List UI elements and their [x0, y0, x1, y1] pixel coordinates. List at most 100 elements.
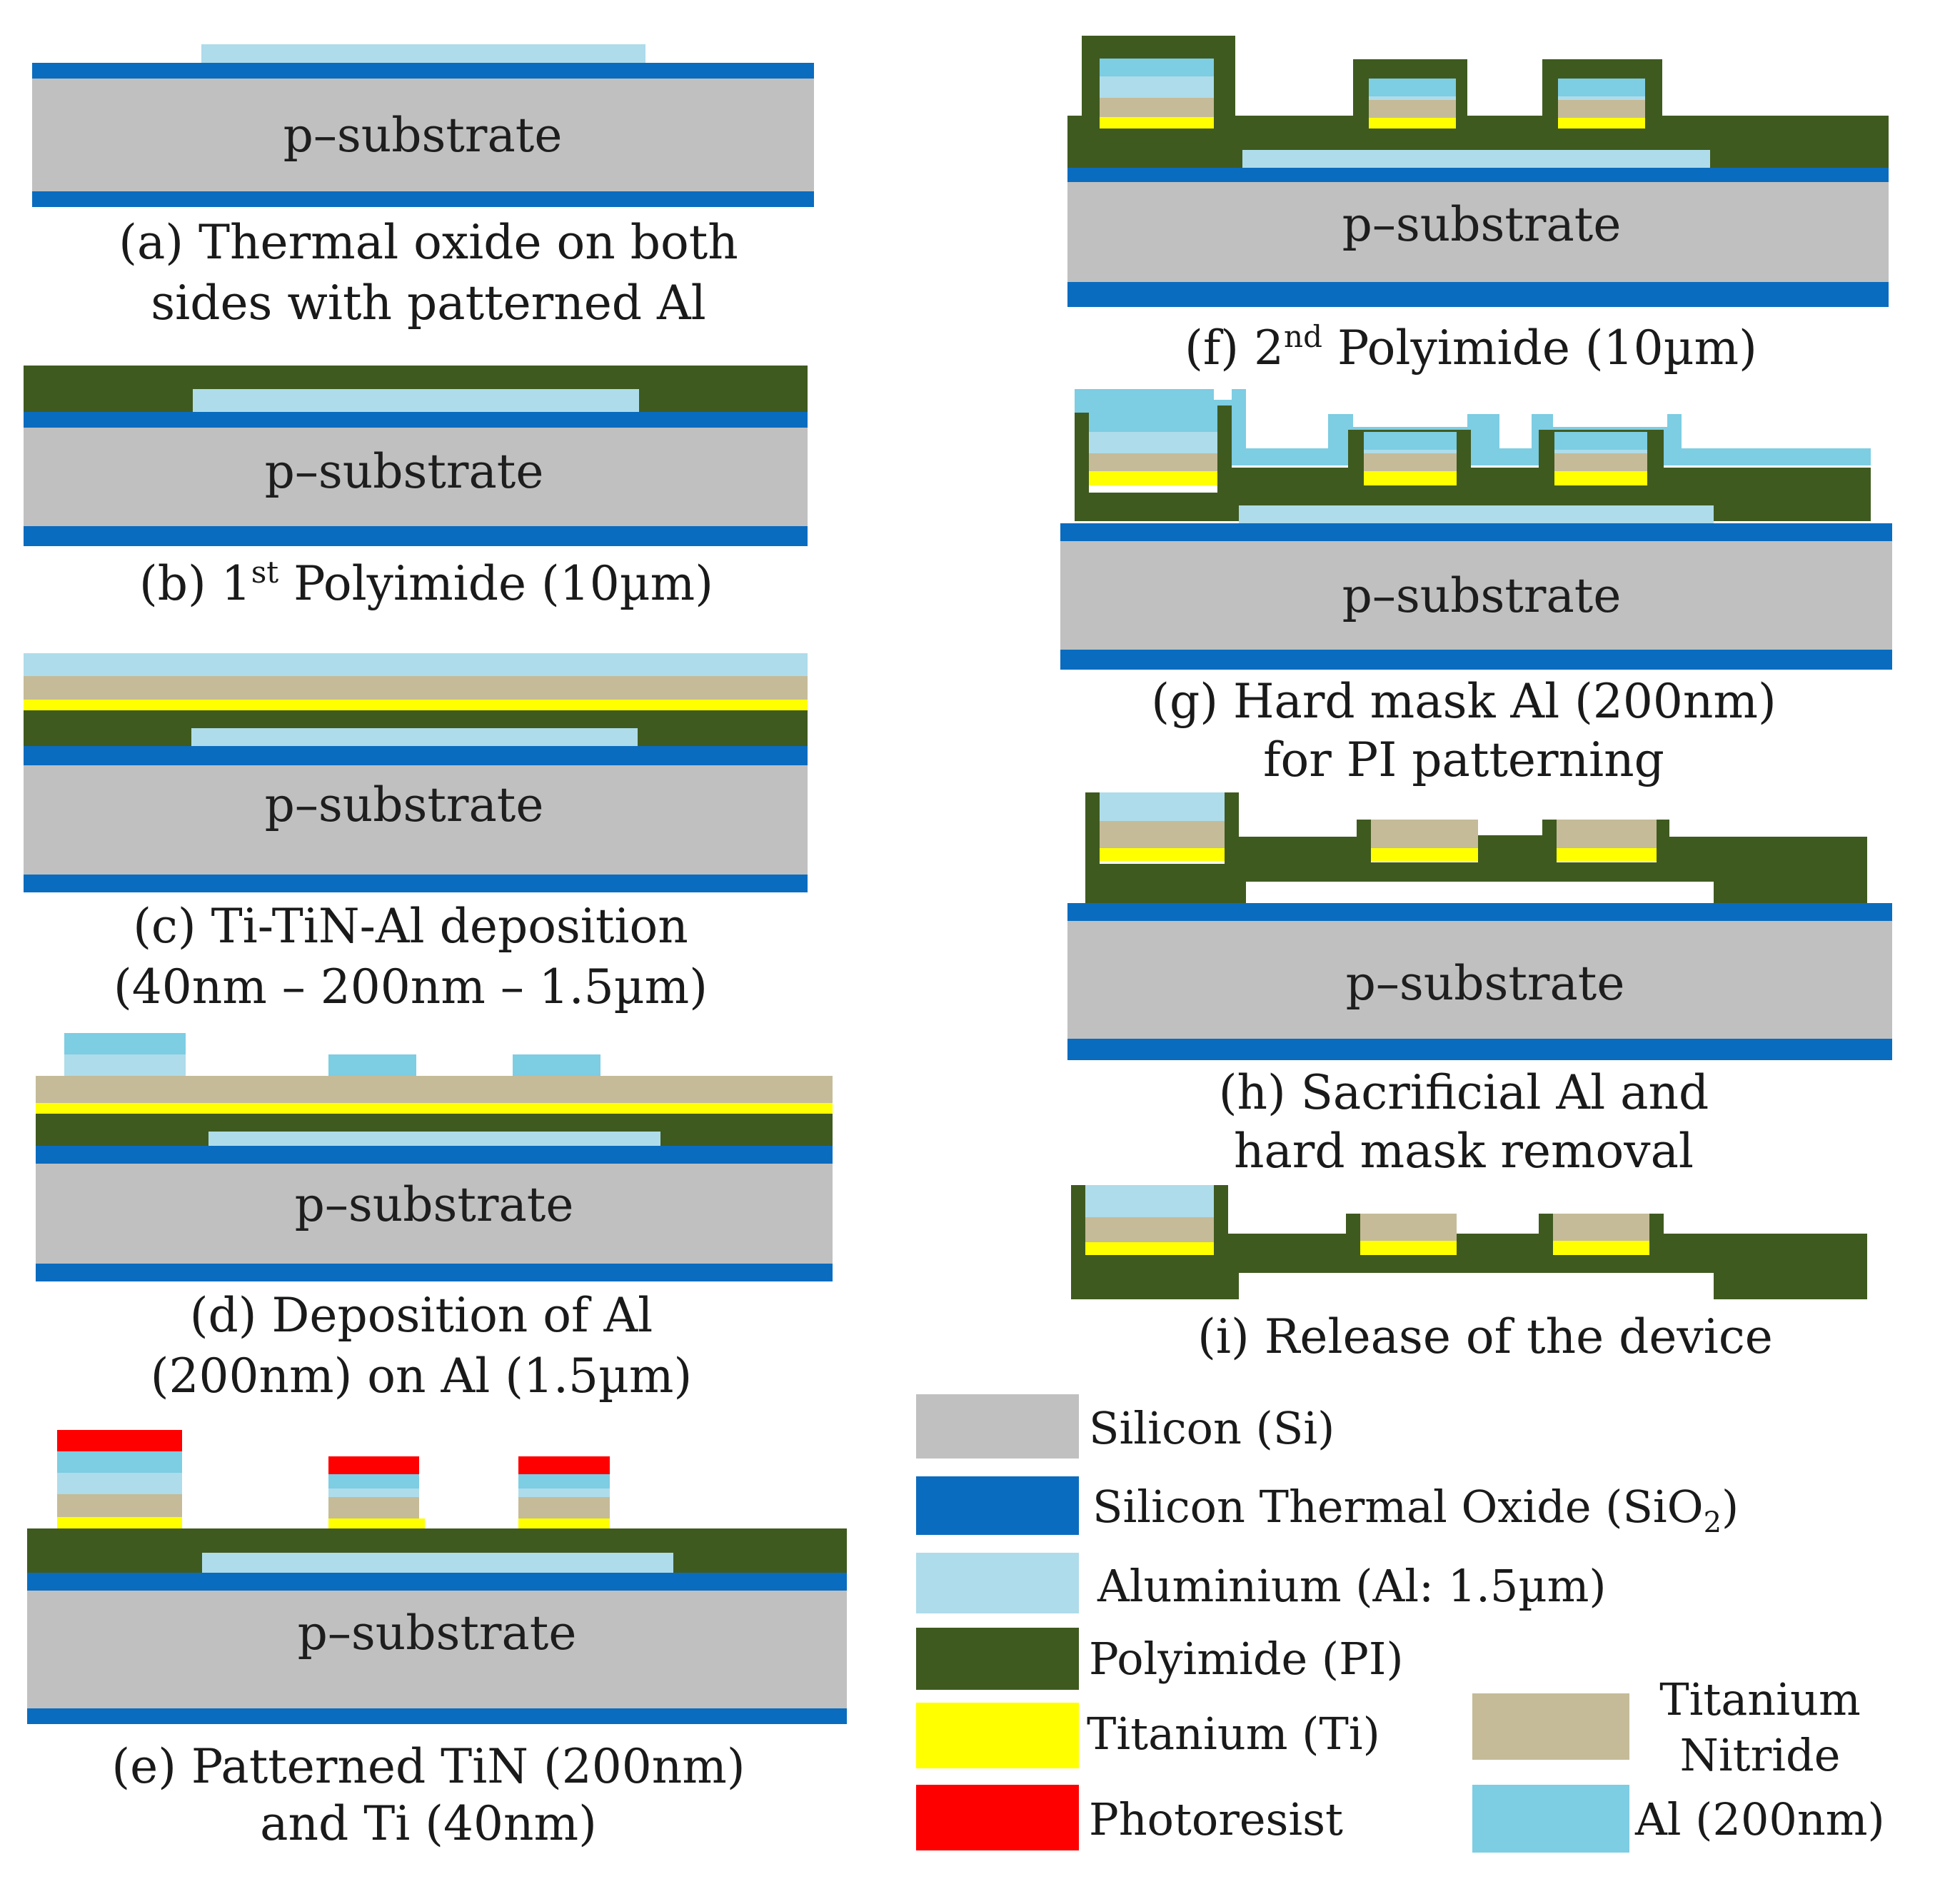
- step-i-caption: (i) Release of the device: [1197, 1309, 1773, 1364]
- legend-label-photoresist: Photoresist: [1089, 1793, 1343, 1845]
- aluminium-layer: [24, 653, 808, 676]
- aluminium-layer: [1554, 450, 1647, 453]
- titanium-nitride-layer: [1558, 100, 1645, 118]
- substrate-label: p–substrate: [1342, 568, 1622, 623]
- silicon-substrate: [1060, 541, 1892, 650]
- aluminium-layer: [328, 1488, 419, 1497]
- titanium-nitride-layer: [1100, 821, 1225, 848]
- polyimide-layer: [1067, 36, 1889, 168]
- polyimide-layer: [1085, 792, 1867, 903]
- aluminium-layer: [1100, 76, 1214, 98]
- legend-swatch-titanium-nitride: [1472, 1693, 1629, 1760]
- legend-label-silicon: Silicon (Si): [1089, 1402, 1335, 1454]
- titanium-layer: [518, 1518, 610, 1528]
- oxide-bottom: [32, 191, 814, 207]
- titanium-layer: [1554, 471, 1647, 485]
- step-c-caption-line-1: (c) Ti-TiN-Al deposition: [133, 899, 688, 954]
- silicon-substrate: [24, 428, 808, 526]
- titanium-nitride-layer: [1554, 453, 1647, 471]
- oxide-bottom: [1067, 1039, 1892, 1060]
- hard-mask-al-layer: [1075, 389, 1871, 465]
- oxide-bottom: [24, 526, 808, 546]
- oxide-top: [1060, 523, 1892, 541]
- titanium-nitride-layer: [57, 1494, 182, 1517]
- step-g-caption-line-2: for PI patterning: [1263, 732, 1664, 787]
- titanium-nitride-layer: [518, 1497, 610, 1518]
- titanium-layer: [1100, 117, 1214, 129]
- aluminium-layer: [1089, 432, 1217, 453]
- oxide-bottom: [27, 1708, 847, 1724]
- oxide-top: [1067, 903, 1892, 921]
- aluminium-layer: [1085, 1185, 1214, 1217]
- step-f-caption: (f) 2nd Polyimide (10µm): [1185, 319, 1757, 376]
- photoresist-layer: [57, 1430, 182, 1451]
- titanium-layer: [1369, 118, 1456, 129]
- silicon-substrate: [1067, 921, 1892, 1039]
- oxide-top: [24, 746, 808, 765]
- step-a-caption-line-1: (a) Thermal oxide on both: [119, 215, 738, 270]
- oxide-bottom: [1067, 282, 1889, 307]
- titanium-nitride-layer: [1100, 98, 1214, 117]
- step-i-cross-section: [1071, 1185, 1867, 1299]
- step-f-cross-section: p–substrate: [1067, 36, 1889, 307]
- oxide-bottom: [36, 1264, 833, 1281]
- substrate-label: p–substrate: [283, 108, 563, 163]
- silicon-substrate: [36, 1164, 833, 1264]
- oxide-bottom: [24, 875, 808, 892]
- titanium-layer: [1100, 848, 1225, 861]
- titanium-nitride-layer: [1371, 820, 1478, 848]
- legend-label-titanium: Titanium (Ti): [1087, 1708, 1380, 1760]
- legend: Silicon (Si) Silicon Thermal Oxide (SiO2…: [916, 1394, 1885, 1853]
- photoresist-layer: [328, 1456, 419, 1474]
- step-a-cross-section: p–substrate: [32, 44, 814, 207]
- al-thin-layer: [1369, 79, 1456, 96]
- legend-label-polyimide: Polyimide (PI): [1089, 1633, 1404, 1685]
- step-h-cross-section: p–substrate: [1067, 792, 1892, 1060]
- titanium-layer: [1553, 1241, 1649, 1255]
- substrate-label: p–substrate: [295, 1177, 574, 1232]
- legend-swatch-photoresist: [916, 1785, 1079, 1850]
- titanium-layer: [1364, 471, 1457, 485]
- substrate-label: p–substrate: [265, 777, 544, 832]
- aluminium-sacrificial: [191, 728, 638, 746]
- legend-swatch-oxide: [916, 1476, 1079, 1535]
- titanium-nitride-layer: [1364, 453, 1457, 471]
- al-thin-layer: [1100, 59, 1214, 76]
- oxide-top: [27, 1573, 847, 1591]
- step-c-caption-line-2: (40nm – 200nm – 1.5µm): [114, 959, 708, 1014]
- oxide-bottom: [1060, 650, 1892, 670]
- aluminium-layer: [518, 1488, 610, 1497]
- al-thin-layer: [1554, 432, 1647, 450]
- substrate-label: p–substrate: [265, 444, 544, 499]
- aluminium-pad: [64, 1054, 186, 1076]
- oxide-top: [32, 63, 814, 79]
- silicon-substrate: [27, 1591, 847, 1708]
- photoresist-layer: [518, 1456, 610, 1474]
- step-b-cross-section: p–substrate: [24, 366, 808, 546]
- titanium-nitride-layer: [36, 1076, 833, 1103]
- aluminium-layer: [193, 389, 639, 412]
- al-thin-layer: [1089, 414, 1217, 432]
- step-d-caption-line-2: (200nm) on Al (1.5µm): [151, 1349, 692, 1404]
- titanium-nitride-layer: [1557, 820, 1657, 848]
- titanium-layer: [57, 1517, 182, 1528]
- substrate-label: p–substrate: [1346, 956, 1625, 1011]
- polyimide-layer: [1075, 405, 1871, 521]
- al-thin-pad: [328, 1054, 416, 1076]
- step-h-caption-line-2: hard mask removal: [1234, 1124, 1694, 1179]
- titanium-nitride-layer: [1553, 1214, 1649, 1241]
- al-thin-pad: [513, 1054, 600, 1076]
- legend-label-titanium-nitride-line-1: Titanium: [1659, 1673, 1861, 1726]
- silicon-substrate: [32, 79, 814, 191]
- legend-label-al-thin: Al (200nm): [1634, 1793, 1885, 1845]
- titanium-nitride-layer: [1369, 100, 1456, 118]
- aluminium-sacrificial: [202, 1553, 673, 1573]
- aluminium-layer: [1364, 450, 1457, 453]
- titanium-nitride-layer: [24, 676, 808, 700]
- step-d-cross-section: p–substrate: [36, 1033, 833, 1281]
- legend-swatch-aluminium: [916, 1553, 1079, 1613]
- titanium-layer: [1557, 848, 1657, 861]
- step-a-caption-line-2: sides with patterned Al: [151, 276, 706, 331]
- substrate-label: p–substrate: [298, 1606, 577, 1661]
